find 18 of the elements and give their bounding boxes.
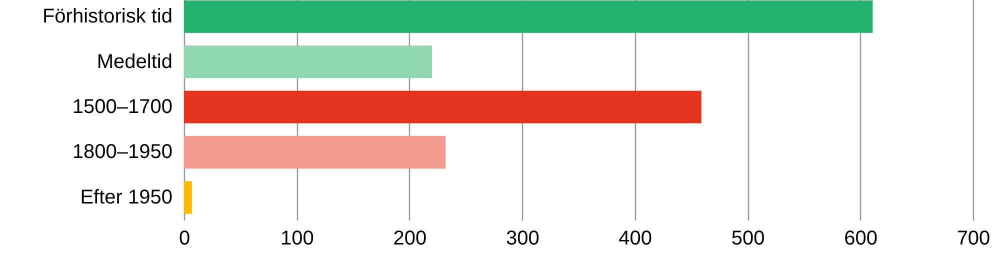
y-tick-label: Förhistorisk tid xyxy=(42,6,172,28)
y-tick-label: 1800–1950 xyxy=(72,141,172,164)
x-tick-label: 200 xyxy=(393,228,427,250)
x-tick-label: 0 xyxy=(178,228,190,250)
bar xyxy=(184,136,446,168)
bar xyxy=(184,0,873,33)
y-tick-label: Medeltid xyxy=(96,50,172,73)
y-tick-label: 1500–1700 xyxy=(72,96,172,118)
x-tick-label: 500 xyxy=(731,228,765,250)
x-tick-label: 400 xyxy=(618,228,652,250)
bar xyxy=(184,181,192,214)
x-tick-label: 600 xyxy=(844,228,878,250)
x-tick-label: 700 xyxy=(956,228,990,250)
x-tick-label: 300 xyxy=(506,228,540,250)
bar xyxy=(184,46,432,78)
y-tick-label: Efter 1950 xyxy=(80,186,172,208)
bar xyxy=(184,90,702,124)
x-tick-label: 100 xyxy=(280,228,314,250)
